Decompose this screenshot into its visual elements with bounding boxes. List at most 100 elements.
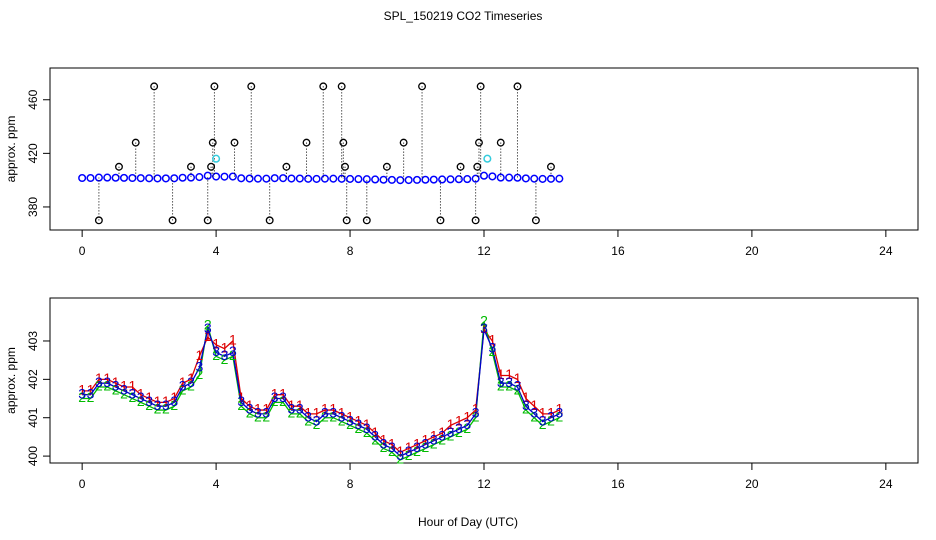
series-marker: 3 xyxy=(137,389,145,405)
point xyxy=(463,175,472,184)
series-marker: 3 xyxy=(313,412,321,428)
point xyxy=(279,174,288,183)
point xyxy=(253,174,263,183)
series-marker: 3 xyxy=(380,435,388,451)
x-tick-label: 4 xyxy=(213,477,220,491)
series-marker: 1 xyxy=(229,332,237,348)
series-marker: 1 xyxy=(87,382,95,398)
series-marker: 3 xyxy=(338,408,346,424)
point xyxy=(195,173,204,182)
point xyxy=(228,172,237,181)
series-marker: 2 xyxy=(355,420,363,436)
x-tick-label: 16 xyxy=(611,477,625,491)
point xyxy=(262,174,271,183)
series-marker: 2 xyxy=(522,401,530,417)
point xyxy=(203,171,212,180)
y-tick-label: 460 xyxy=(26,89,40,109)
series-marker: 3 xyxy=(262,405,270,421)
series-marker: 2 xyxy=(346,416,354,432)
point xyxy=(521,174,530,183)
series-marker: 1 xyxy=(488,332,496,348)
x-tick-label: 0 xyxy=(79,244,86,258)
series-marker: 1 xyxy=(405,439,413,455)
point xyxy=(546,174,556,183)
series-marker: 3 xyxy=(279,389,287,405)
point xyxy=(320,174,329,183)
series-marker: 2 xyxy=(112,382,120,398)
series-marker: 1 xyxy=(212,336,220,352)
series-marker: 3 xyxy=(455,420,463,436)
point xyxy=(111,173,120,182)
outlier-point xyxy=(207,162,216,171)
series-marker: 3 xyxy=(95,374,103,390)
x-tick-label: 24 xyxy=(879,244,893,258)
series-marker: 1 xyxy=(288,397,296,413)
outlier-point xyxy=(473,162,482,171)
point xyxy=(287,174,296,183)
series-marker: 2 xyxy=(338,412,346,428)
series-marker: 2 xyxy=(396,451,404,467)
series-marker: 2 xyxy=(195,366,203,382)
series-marker: 2 xyxy=(447,428,455,444)
series-marker: 2 xyxy=(405,447,413,463)
x-tick-label: 24 xyxy=(879,477,893,491)
series-marker: 3 xyxy=(271,389,279,405)
series-marker: 3 xyxy=(204,320,212,336)
series-marker: 1 xyxy=(421,431,429,447)
series-marker: 1 xyxy=(555,401,563,417)
point xyxy=(295,174,304,183)
series-marker: 2 xyxy=(514,382,522,398)
series-marker: 2 xyxy=(262,408,270,424)
outlier-point xyxy=(496,138,505,147)
outlier-point xyxy=(131,138,140,147)
point xyxy=(429,175,438,184)
outlier-point xyxy=(150,82,159,91)
outlier-point xyxy=(302,138,311,147)
point xyxy=(438,175,447,184)
series-marker: 1 xyxy=(530,397,538,413)
series-marker: 2 xyxy=(472,408,480,424)
series-marker: 3 xyxy=(514,378,522,394)
series-marker: 2 xyxy=(539,416,547,432)
series-marker: 1 xyxy=(338,405,346,421)
series-marker: 3 xyxy=(288,401,296,417)
point xyxy=(145,174,154,183)
outlier-point xyxy=(475,138,483,147)
series-marker: 2 xyxy=(296,405,304,421)
point xyxy=(270,174,279,183)
series-marker: 2 xyxy=(271,393,279,409)
outlier-point xyxy=(399,138,408,147)
series-marker: 3 xyxy=(539,412,547,428)
point xyxy=(513,173,522,182)
point xyxy=(404,175,413,185)
series-marker: 2 xyxy=(547,412,555,428)
point xyxy=(78,173,87,183)
series-marker: 1 xyxy=(170,389,178,405)
outlier-point xyxy=(362,216,371,225)
series-marker: 3 xyxy=(304,408,312,424)
series-marker: 3 xyxy=(78,385,86,401)
point xyxy=(446,175,455,184)
point xyxy=(530,174,539,183)
series-marker: 2 xyxy=(279,393,287,409)
series-marker: 1 xyxy=(396,443,404,459)
series-marker: 2 xyxy=(221,351,229,367)
series-marker: 3 xyxy=(346,412,354,428)
outlier-point xyxy=(115,162,123,171)
series-marker: 2 xyxy=(246,405,254,421)
highlight-point xyxy=(483,154,492,163)
outlier-point xyxy=(203,216,212,225)
point xyxy=(237,174,246,183)
series-marker: 3 xyxy=(296,401,304,417)
series-marker: 1 xyxy=(279,385,287,401)
series-marker: 2 xyxy=(329,408,337,424)
series-marker: 3 xyxy=(363,420,371,436)
y-tick-label: 403 xyxy=(26,331,40,351)
y-tick-label: 401 xyxy=(26,407,40,427)
series-marker: 3 xyxy=(555,405,563,421)
series-marker: 3 xyxy=(355,416,363,432)
x-tick-label: 16 xyxy=(611,244,625,258)
x-tick-label: 8 xyxy=(347,244,354,258)
series-marker: 1 xyxy=(162,393,170,409)
